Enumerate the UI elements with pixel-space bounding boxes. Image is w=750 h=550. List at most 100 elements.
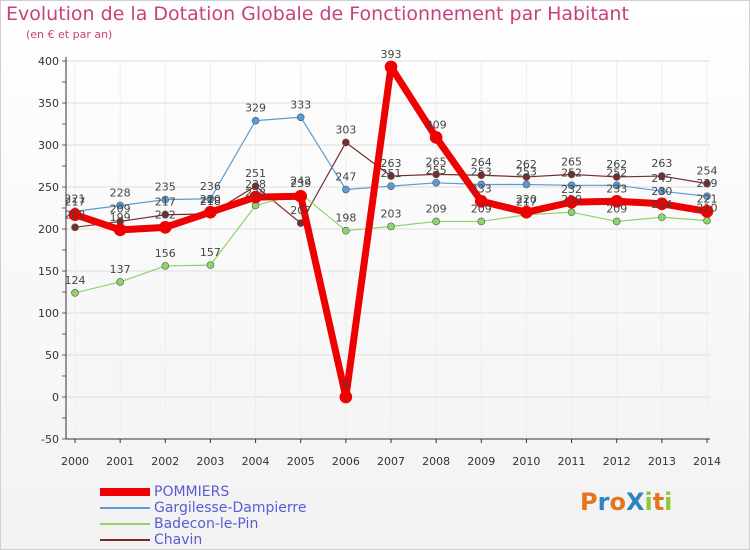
data-label: 263 — [651, 157, 672, 170]
y-tick-label: 300 — [38, 139, 59, 152]
data-label: 230 — [651, 185, 672, 198]
data-point — [522, 173, 531, 181]
y-tick-label: 100 — [38, 307, 59, 320]
data-label: 233 — [606, 182, 627, 195]
data-label: 235 — [155, 181, 176, 194]
data-label: 157 — [200, 246, 221, 259]
legend-swatch — [100, 523, 150, 525]
data-point — [432, 170, 440, 179]
data-label: 209 — [426, 202, 447, 215]
legend-swatch — [100, 488, 150, 496]
legend-label: Gargilesse-Dampierre — [154, 500, 307, 516]
data-label: 251 — [245, 167, 266, 180]
x-tick-label: 2013 — [648, 455, 676, 468]
data-label: 202 — [155, 208, 176, 221]
legend-item: Gargilesse-Dampierre — [100, 500, 306, 516]
data-point — [474, 194, 488, 208]
data-label: 228 — [110, 186, 131, 199]
logo-letter: X — [625, 488, 645, 516]
data-point — [387, 172, 395, 180]
data-point — [703, 179, 711, 188]
data-point — [703, 216, 711, 225]
data-label: 210 — [697, 202, 718, 215]
data-point — [567, 208, 576, 216]
y-tick-label: 250 — [38, 181, 59, 194]
data-label: 217 — [155, 196, 176, 209]
data-point — [71, 289, 79, 297]
x-tick-label: 2009 — [467, 455, 495, 468]
data-point — [477, 217, 486, 226]
data-point — [703, 192, 711, 201]
data-label: 124 — [65, 274, 86, 287]
data-label: 265 — [426, 155, 447, 168]
legend-swatch — [100, 539, 150, 541]
y-tick-label: -50 — [41, 433, 59, 446]
data-point — [567, 181, 576, 190]
data-point — [251, 116, 260, 125]
data-point — [158, 221, 172, 234]
data-label: 198 — [335, 212, 356, 225]
logo-letter: i — [664, 488, 673, 516]
x-tick-label: 2005 — [287, 455, 315, 468]
x-tick-label: 2014 — [693, 455, 721, 468]
legend-item: POMMIERS — [100, 484, 306, 500]
legend-label: POMMIERS — [154, 484, 230, 500]
data-point — [477, 180, 486, 189]
data-label: 303 — [335, 123, 356, 136]
data-label: 207 — [290, 204, 311, 217]
data-label: 217 — [516, 196, 537, 209]
x-tick-label: 2012 — [603, 455, 631, 468]
data-point — [658, 213, 666, 222]
legend-swatch — [100, 507, 150, 509]
data-point — [429, 131, 443, 144]
logo-letter: t — [652, 488, 665, 516]
y-tick-label: 350 — [38, 97, 59, 110]
logo-letter: i — [644, 488, 653, 516]
data-point — [612, 181, 621, 190]
data-label: 199 — [110, 211, 131, 224]
data-label: 253 — [471, 165, 492, 178]
legend: POMMIERS Gargilesse-Dampierre Badecon-le-P… — [100, 484, 306, 548]
data-label: 202 — [65, 208, 86, 221]
x-tick-label: 2007 — [377, 455, 405, 468]
data-point — [161, 262, 170, 270]
data-label: 236 — [200, 180, 221, 193]
x-tick-label: 2006 — [332, 455, 360, 468]
data-point — [432, 179, 440, 187]
data-label: 253 — [516, 165, 537, 178]
y-tick-label: 50 — [45, 349, 59, 362]
data-point — [565, 195, 578, 209]
legend-item: Chavin — [100, 532, 306, 548]
logo-letter: o — [609, 488, 626, 516]
data-point — [68, 208, 82, 222]
data-label: 218 — [200, 195, 221, 208]
legend-label: Chavin — [154, 532, 203, 548]
data-point — [658, 187, 666, 195]
data-label: 220 — [516, 193, 537, 206]
y-tick-label: 0 — [52, 391, 59, 404]
data-point — [432, 217, 440, 226]
legend-item: Badecon-le-Pin — [100, 516, 306, 532]
data-label: 262 — [516, 158, 537, 171]
y-tick-label: 150 — [38, 265, 59, 278]
data-label: 221 — [65, 192, 86, 205]
data-point — [342, 226, 350, 235]
data-label: 232 — [561, 183, 582, 196]
data-label: 239 — [290, 177, 311, 190]
series-chavin — [71, 138, 711, 232]
data-label: 254 — [697, 165, 718, 178]
data-point — [612, 217, 621, 226]
data-point — [204, 205, 217, 219]
data-label: 255 — [426, 164, 447, 177]
data-point — [116, 201, 124, 210]
data-label: 220 — [561, 193, 582, 206]
data-point — [339, 390, 353, 404]
data-label: 221 — [697, 192, 718, 205]
data-point — [387, 182, 395, 190]
data-label: 393 — [381, 48, 402, 61]
proxiti-logo: ProXiti — [580, 488, 672, 516]
data-label: 262 — [606, 158, 627, 171]
y-tick-label: 200 — [38, 223, 59, 236]
series-pommiers — [68, 60, 714, 404]
